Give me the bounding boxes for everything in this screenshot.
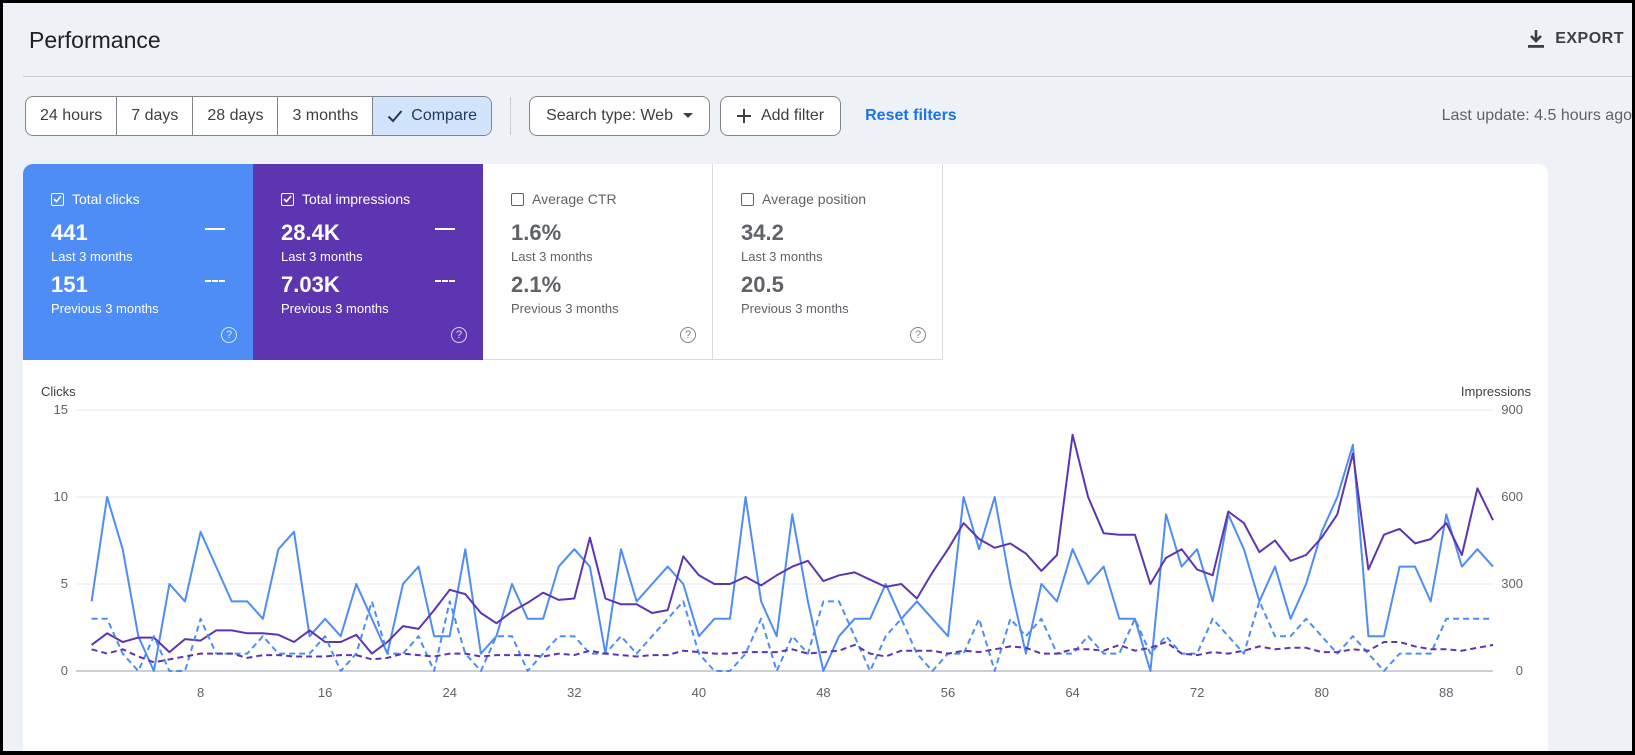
metric-previous-value: 20.5 xyxy=(741,272,784,297)
metric-current-value: 441 xyxy=(51,220,88,245)
y2-tick-label: 600 xyxy=(1501,489,1523,504)
metric-current-value: 34.2 xyxy=(741,220,784,245)
x-tick-label: 24 xyxy=(442,685,456,700)
last-update-text: Last update: 4.5 hours ago xyxy=(1441,107,1632,124)
x-tick-label: 8 xyxy=(197,685,204,700)
check-icon xyxy=(388,110,403,123)
checkbox-checked-icon[interactable] xyxy=(51,192,64,206)
metric-tiles: Total clicks 441 Last 3 months 151 Previ… xyxy=(23,164,943,360)
download-icon xyxy=(1528,30,1545,48)
date-range-selector: 24 hours 7 days 28 days 3 months Compare xyxy=(25,96,493,136)
filter-separator xyxy=(510,97,512,135)
series-line-1 xyxy=(90,443,1494,672)
compare-chip[interactable]: Compare xyxy=(373,97,492,135)
checkbox-unchecked-icon[interactable] xyxy=(511,192,524,206)
y2-tick-label: 300 xyxy=(1501,576,1523,591)
help-icon[interactable]: ? xyxy=(910,327,926,343)
x-tick-label: 80 xyxy=(1314,685,1328,700)
solid-line-legend-icon xyxy=(435,228,455,230)
header-divider xyxy=(23,76,1632,77)
add-filter-label: Add filter xyxy=(760,107,825,124)
reset-filters-link[interactable]: Reset filters xyxy=(865,107,957,124)
metric-current-period: Last 3 months xyxy=(51,249,133,264)
dashed-line-legend-icon xyxy=(435,280,455,282)
range-28-days[interactable]: 28 days xyxy=(193,97,279,135)
metric-average-ctr[interactable]: Average CTR 1.6% Last 3 months 2.1% Prev… xyxy=(483,164,713,360)
help-icon[interactable]: ? xyxy=(680,327,696,343)
range-3-months[interactable]: 3 months xyxy=(278,97,374,135)
page-title: Performance xyxy=(29,27,161,53)
metric-previous-period: Previous 3 months xyxy=(51,301,159,316)
caret-down-icon xyxy=(682,113,693,118)
metric-label: Total clicks xyxy=(72,191,140,207)
y-tick-label: 10 xyxy=(54,489,68,504)
y2-tick-label: 900 xyxy=(1501,402,1523,417)
metric-previous-value: 7.03K xyxy=(281,272,340,297)
series-line-2 xyxy=(91,433,1494,655)
performance-chart: Clicks Impressions 0 5 10 15 0 300 600 900 8 16 24 32… xyxy=(41,384,1532,700)
metric-average-position[interactable]: Average position 34.2 Last 3 months 20.5… xyxy=(713,164,943,360)
dashed-line-legend-icon xyxy=(205,280,225,282)
metric-current-value: 28.4K xyxy=(281,220,340,245)
x-tick-label: 32 xyxy=(567,685,581,700)
metric-label: Average CTR xyxy=(532,191,617,207)
series-line-3 xyxy=(91,600,1493,672)
filter-bar: 24 hours 7 days 28 days 3 months Compare… xyxy=(25,96,957,136)
metric-current-period: Last 3 months xyxy=(281,249,363,264)
search-type-dropdown[interactable]: Search type: Web xyxy=(529,96,710,136)
metric-previous-value: 151 xyxy=(51,272,88,297)
range-7-days[interactable]: 7 days xyxy=(117,97,194,135)
x-tick-label: 16 xyxy=(318,685,332,700)
x-tick-label: 48 xyxy=(816,685,830,700)
x-tick-label: 64 xyxy=(1065,685,1079,700)
add-filter-button[interactable]: Add filter xyxy=(719,96,842,136)
y-tick-label: 5 xyxy=(61,576,68,591)
help-icon[interactable]: ? xyxy=(451,327,467,343)
metric-total-impressions[interactable]: Total impressions 28.4K Last 3 months 7.… xyxy=(253,164,483,360)
x-tick-label: 72 xyxy=(1190,685,1204,700)
metric-previous-period: Previous 3 months xyxy=(511,301,619,316)
metric-previous-value: 2.1% xyxy=(511,272,562,297)
compare-label: Compare xyxy=(411,107,478,124)
metric-previous-period: Previous 3 months xyxy=(281,301,389,316)
metric-total-clicks[interactable]: Total clicks 441 Last 3 months 151 Previ… xyxy=(23,164,253,360)
x-tick-label: 56 xyxy=(941,685,955,700)
metric-label: Total impressions xyxy=(302,191,411,207)
y2-tick-label: 0 xyxy=(1516,663,1523,678)
search-type-label: Search type: Web xyxy=(546,107,673,124)
checkbox-checked-icon[interactable] xyxy=(281,192,294,206)
checkbox-unchecked-icon[interactable] xyxy=(741,192,754,206)
series-line-4 xyxy=(91,641,1494,664)
top-bar: Performance EXPORT xyxy=(3,3,1632,77)
metric-label: Average position xyxy=(762,191,867,207)
app-frame: Performance EXPORT 24 hours 7 days 28 da… xyxy=(3,3,1632,751)
y-tick-label: 0 xyxy=(61,663,68,678)
help-icon[interactable]: ? xyxy=(221,327,237,343)
range-24-hours[interactable]: 24 hours xyxy=(26,97,118,135)
y-tick-label: 15 xyxy=(54,402,68,417)
export-button[interactable]: EXPORT xyxy=(1527,29,1624,49)
export-label: EXPORT xyxy=(1555,30,1624,47)
metric-current-period: Last 3 months xyxy=(741,249,823,264)
x-tick-label: 88 xyxy=(1439,685,1453,700)
performance-card: Total clicks 441 Last 3 months 151 Previ… xyxy=(23,164,1548,751)
metric-current-period: Last 3 months xyxy=(511,249,593,264)
metric-previous-period: Previous 3 months xyxy=(741,301,849,316)
solid-line-legend-icon xyxy=(205,228,225,230)
x-tick-label: 40 xyxy=(692,685,706,700)
y-axis-title: Clicks xyxy=(41,384,76,399)
plus-icon xyxy=(736,109,751,123)
metric-current-value: 1.6% xyxy=(511,220,562,245)
y2-axis-title: Impressions xyxy=(1461,384,1532,399)
